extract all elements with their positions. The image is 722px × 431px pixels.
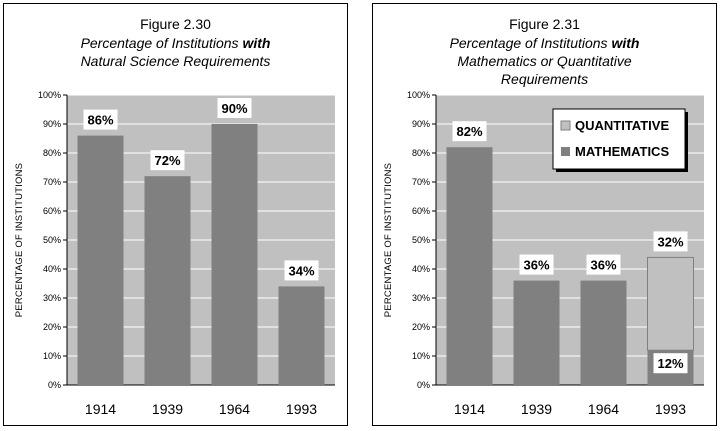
x-tick-label: 1993	[655, 401, 686, 417]
bar-mathematics	[77, 135, 124, 385]
y-tick-label: 0%	[417, 380, 430, 390]
figure-title-line2: Natural Science Requirements	[80, 53, 271, 69]
x-tick-label: 1993	[286, 401, 317, 417]
y-tick-label: 70%	[412, 177, 430, 187]
x-tick-label: 1914	[85, 401, 116, 417]
y-tick-label: 60%	[412, 206, 430, 216]
y-tick-label: 40%	[43, 264, 61, 274]
legend-swatch-quantitative	[560, 120, 571, 131]
y-tick-label: 30%	[43, 293, 61, 303]
figure-2-31-panel: Figure 2.31 Percentage of Institutions w…	[372, 3, 717, 426]
y-tick-label: 50%	[412, 235, 430, 245]
data-label: 34%	[288, 263, 314, 278]
legend-label: QUANTITATIVE	[575, 118, 669, 133]
y-tick-label: 0%	[48, 380, 61, 390]
y-tick-label: 90%	[412, 119, 430, 129]
y-tick-label: 20%	[412, 322, 430, 332]
data-label: 32%	[657, 234, 683, 249]
figure-title-line2: Mathematics or Quantitative	[457, 53, 632, 69]
data-label: 36%	[523, 258, 549, 273]
y-tick-label: 80%	[412, 148, 430, 158]
figure-title-line1: Percentage of Institutions with	[4, 35, 347, 52]
bar-quantitative	[647, 256, 694, 351]
bar-mathematics	[144, 176, 191, 385]
data-label: 72%	[154, 153, 180, 168]
y-tick-label: 90%	[43, 119, 61, 129]
data-label-box	[150, 150, 185, 171]
data-label-box	[284, 260, 319, 281]
y-tick-label: 50%	[43, 235, 61, 245]
y-tick-label: 80%	[43, 148, 61, 158]
data-label: 90%	[221, 101, 247, 116]
y-tick-label: 40%	[412, 264, 430, 274]
data-label-box	[452, 121, 487, 142]
title-emphasis: with	[611, 35, 640, 51]
legend-label: MATHEMATICS	[575, 144, 669, 159]
data-label: 12%	[657, 356, 683, 371]
data-label-box	[653, 353, 688, 374]
y-tick-label: 30%	[412, 293, 430, 303]
y-tick-label: 10%	[43, 351, 61, 361]
data-label-box	[217, 98, 252, 118]
data-label: 86%	[87, 113, 113, 128]
y-axis-label: PERCENTAGE OF INSTITUTIONS	[14, 163, 25, 317]
data-label-box	[586, 254, 621, 275]
figure-label: Figure 2.31	[509, 16, 580, 32]
x-tick-label: 1964	[219, 401, 250, 417]
bar-mathematics	[211, 124, 258, 385]
title-text: Percentage of Institutions	[449, 35, 612, 51]
data-label-box	[653, 231, 688, 252]
y-axis-label: PERCENTAGE OF INSTITUTIONS	[383, 163, 394, 317]
figure-title-line3: Requirements	[500, 71, 589, 87]
y-tick-label: 100%	[38, 90, 61, 100]
bar-mathematics	[513, 280, 560, 385]
data-label: 82%	[456, 124, 482, 139]
y-tick-label: 20%	[43, 322, 61, 332]
data-label: 36%	[590, 258, 616, 273]
bar-mathematics	[446, 147, 493, 385]
legend-box	[552, 108, 686, 170]
y-tick-label: 10%	[412, 351, 430, 361]
chart-figure-2-30: 0% 10% 20% 30% 40% 50% 60% 70% 80% 90% 100% PERCENT…	[14, 90, 335, 417]
title-text: Percentage of Institutions	[80, 35, 243, 51]
legend-swatch-mathematics	[561, 147, 570, 156]
figure-2-30-panel: Figure 2.30 Percentage of Institutions w…	[3, 3, 348, 426]
figure-title-line1: Percentage of Institutions with	[373, 35, 716, 52]
x-tick-label: 1914	[454, 401, 485, 417]
chart-figure-2-31: 0% 10% 20% 30% 40% 50% 60% 70% 80% 90% 100% PERCENT…	[383, 90, 704, 417]
y-tick-label: 70%	[43, 177, 61, 187]
bar-mathematics	[278, 286, 325, 385]
title-emphasis: with	[242, 35, 271, 51]
x-tick-label: 1939	[152, 401, 183, 417]
data-label-box	[83, 109, 118, 130]
y-tick-label: 100%	[407, 90, 430, 100]
figure-label: Figure 2.30	[140, 16, 211, 32]
data-label-box	[519, 254, 554, 275]
y-tick-label: 60%	[43, 206, 61, 216]
x-tick-label: 1964	[588, 401, 619, 417]
x-tick-label: 1939	[521, 401, 552, 417]
bar-mathematics	[580, 280, 627, 385]
